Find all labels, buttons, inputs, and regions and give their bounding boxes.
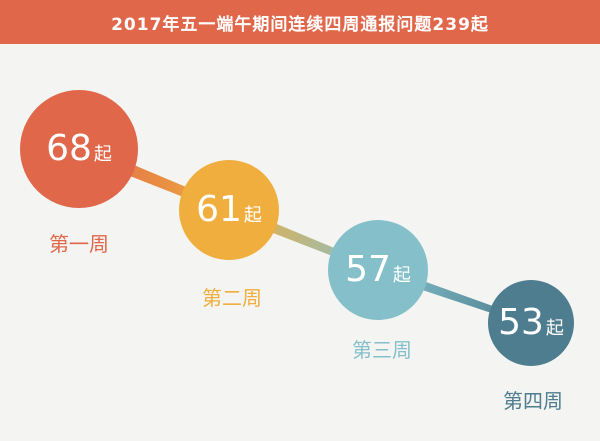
bubble-unit: 起 (243, 205, 262, 226)
bubble-number: 57 (345, 249, 391, 290)
bubble-week-2: 61 起 (179, 160, 279, 260)
bubble-value-week-3: 57 起 (345, 252, 411, 288)
bubble-week-4: 53 起 (488, 280, 574, 366)
bubble-number: 53 (498, 302, 544, 343)
title-banner: 2017年五一端午期间连续四周通报问题239起 (0, 0, 600, 44)
chart-title: 2017年五一端午期间连续四周通报问题239起 (111, 14, 489, 35)
bubble-chart: 68 起 61 起 57 起 53 起 第一周 第二周 第三周 第四周 (0, 44, 600, 441)
bubble-number: 68 (46, 128, 92, 169)
bubble-value-week-1: 68 起 (46, 131, 112, 167)
bubble-week-3: 57 起 (328, 220, 428, 320)
bubble-label-week-3: 第三周 (352, 338, 412, 362)
bubble-week-1: 68 起 (20, 90, 138, 208)
bubble-label-week-4: 第四周 (503, 389, 563, 413)
bubble-unit: 起 (392, 265, 411, 286)
bubble-label-week-1: 第一周 (49, 232, 109, 256)
bubble-unit: 起 (545, 318, 564, 339)
bubble-number: 61 (196, 189, 242, 230)
bubble-unit: 起 (93, 144, 112, 165)
bubble-label-week-2: 第二周 (202, 286, 262, 310)
bubble-value-week-2: 61 起 (196, 192, 262, 228)
bubble-value-week-4: 53 起 (498, 305, 564, 341)
